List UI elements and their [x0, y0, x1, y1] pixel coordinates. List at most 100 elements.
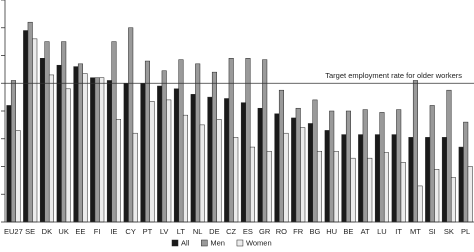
bar — [400, 162, 406, 223]
bar — [316, 150, 322, 223]
bar — [61, 41, 67, 223]
bar — [307, 123, 313, 223]
bar — [144, 60, 150, 223]
bar — [278, 89, 284, 223]
bar — [324, 130, 330, 223]
bar — [367, 157, 373, 223]
bar — [132, 132, 138, 223]
bar — [39, 58, 45, 223]
bar — [391, 134, 397, 223]
x-tick-label: LU — [377, 227, 387, 236]
bar — [56, 64, 62, 223]
x-tick-label: IE — [110, 227, 117, 236]
bar — [94, 77, 100, 223]
bar — [211, 71, 217, 223]
x-tick-label: LT — [177, 227, 186, 236]
bar — [10, 80, 16, 223]
bar — [408, 137, 414, 223]
bar — [358, 134, 364, 223]
bar — [463, 121, 469, 223]
bar — [140, 83, 146, 223]
x-tick-label: MT — [410, 227, 421, 236]
bar — [434, 169, 440, 223]
legend-label: Women — [246, 238, 272, 247]
x-tick-label: SE — [25, 227, 35, 236]
x-tick-label: CZ — [226, 227, 236, 236]
bar — [90, 77, 96, 223]
bar — [300, 127, 306, 223]
bar — [199, 124, 205, 223]
bar — [173, 88, 179, 223]
bar — [190, 94, 196, 223]
bar — [345, 110, 351, 223]
x-tick-label: HU — [326, 227, 337, 236]
bar — [123, 83, 129, 223]
bar — [6, 105, 12, 223]
x-tick-label: FR — [293, 227, 304, 236]
x-tick-label: AT — [361, 227, 370, 236]
x-tick-label: ES — [243, 227, 253, 236]
bar — [245, 58, 251, 223]
legend-swatch — [201, 239, 208, 247]
bar — [32, 38, 38, 223]
bar — [111, 41, 117, 223]
bar — [99, 77, 105, 223]
x-tick-label: GR — [259, 227, 271, 236]
legend-label: All — [181, 238, 190, 247]
x-tick-label: FI — [94, 227, 101, 236]
x-tick-label: RO — [276, 227, 287, 236]
bar — [329, 110, 335, 223]
x-tick-label: EE — [75, 227, 85, 236]
bar — [362, 109, 368, 223]
bar — [240, 102, 246, 223]
x-tick-label: NL — [193, 227, 203, 236]
bar — [224, 98, 230, 223]
bar — [77, 63, 83, 223]
x-tick-label: UK — [58, 227, 68, 236]
bar — [257, 107, 263, 223]
x-tick-label: EU27 — [4, 227, 23, 236]
bar — [450, 177, 456, 223]
bar — [195, 63, 201, 223]
bar — [446, 89, 452, 223]
bar — [166, 99, 172, 223]
bar — [48, 74, 54, 223]
x-tick-label: SK — [444, 227, 454, 236]
bar — [73, 66, 79, 223]
bar — [350, 157, 356, 223]
bar — [44, 41, 50, 223]
bar — [182, 114, 188, 223]
bar — [149, 101, 155, 223]
x-tick-label: DE — [209, 227, 219, 236]
x-tick-label: CY — [125, 227, 135, 236]
bar — [412, 80, 418, 223]
bar — [291, 117, 297, 223]
bar — [295, 107, 301, 223]
bar — [65, 88, 71, 223]
bar — [396, 109, 402, 223]
bar — [249, 146, 255, 223]
x-tick-label: LV — [160, 227, 169, 236]
bar — [216, 119, 222, 223]
bar — [458, 146, 464, 223]
bar — [228, 58, 234, 223]
x-tick-label: DK — [42, 227, 52, 236]
bar — [233, 137, 239, 223]
bar — [207, 96, 213, 223]
bar — [178, 59, 184, 223]
legend-swatch — [236, 239, 244, 247]
bar — [27, 21, 33, 223]
bar — [274, 113, 280, 223]
bar — [417, 185, 423, 223]
bar — [425, 137, 431, 223]
bar — [333, 150, 339, 223]
x-tick-label: SI — [429, 227, 436, 236]
legend-label: Men — [210, 238, 225, 247]
bar — [23, 30, 29, 223]
bar — [15, 130, 21, 223]
bar — [383, 152, 389, 223]
bar — [161, 70, 167, 223]
bar — [82, 73, 88, 223]
target-label: Target employment rate for older workers — [325, 71, 462, 80]
